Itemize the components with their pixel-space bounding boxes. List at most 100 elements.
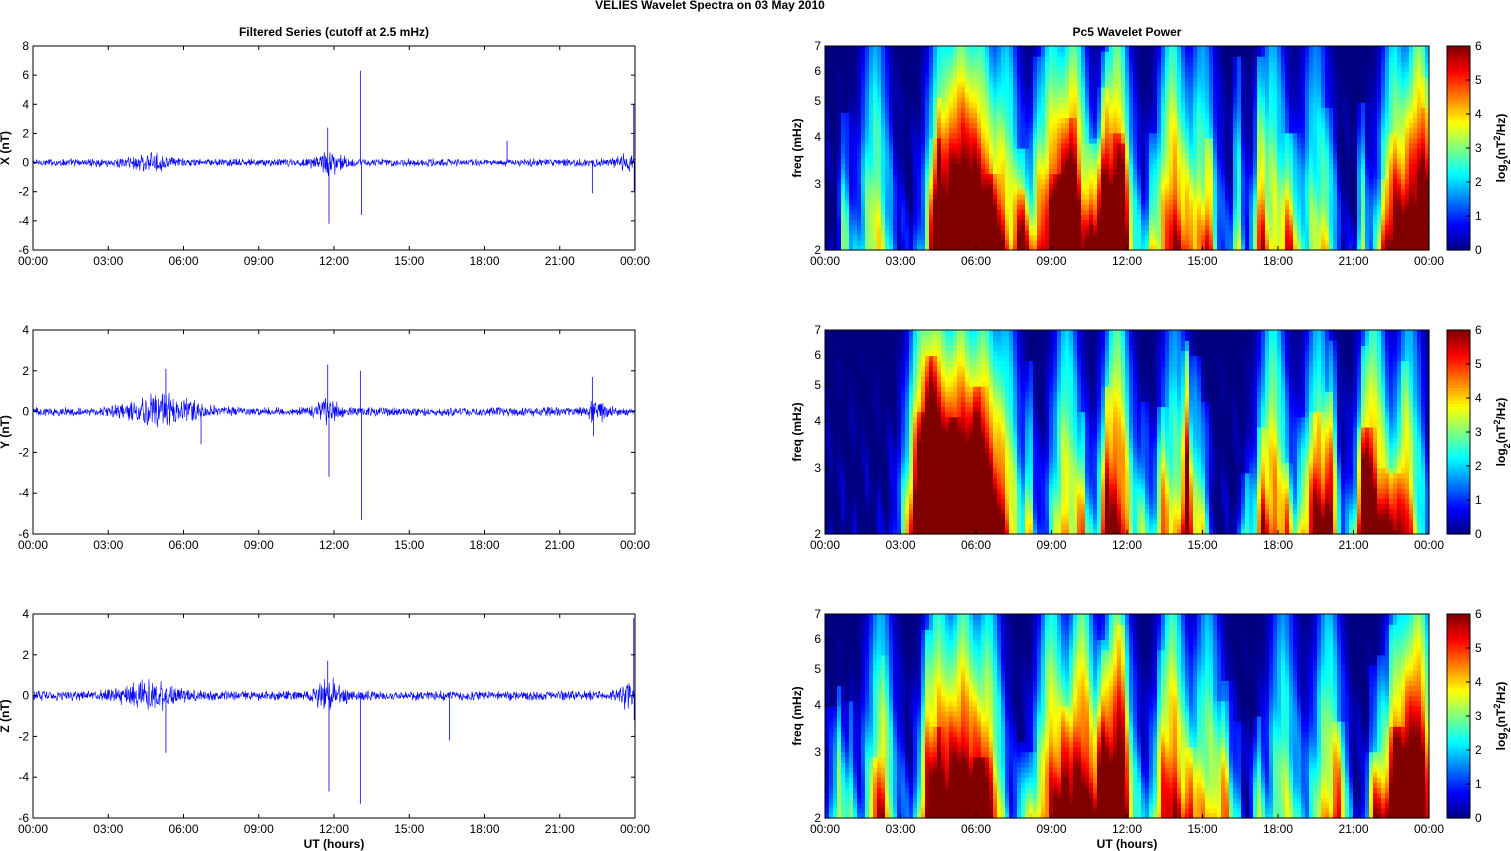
y-tick-label: -6 xyxy=(18,527,29,541)
x-tick-label: 21:00 xyxy=(1338,538,1368,552)
x-tick-label: 00:00 xyxy=(18,254,48,268)
x-axis-label: UT (hours) xyxy=(304,837,365,851)
colorbar-tick-label: 0 xyxy=(1475,527,1482,541)
y-tick-label: 2 xyxy=(814,527,821,541)
x-tick-label: 12:00 xyxy=(319,822,349,836)
y-tick-label: 2 xyxy=(22,126,29,140)
x-tick-label: 03:00 xyxy=(93,538,123,552)
y-tick-label: 7 xyxy=(814,39,821,53)
colorbar: 0 1 2 3 4 5 6 log2(nT2/Hz) xyxy=(1446,39,1511,257)
heatmap-cells xyxy=(825,614,1430,819)
series-line xyxy=(33,392,635,428)
y-tick-label: 3 xyxy=(814,745,821,759)
y-tick-label: -4 xyxy=(18,486,29,500)
series-line xyxy=(33,152,635,177)
x-tick-label: 18:00 xyxy=(469,538,499,552)
series-line xyxy=(33,677,635,711)
colorbar-tick-label: 4 xyxy=(1475,675,1482,689)
y-axis-label: freq (mHz) xyxy=(790,118,804,177)
x-tick-label: 00:00 xyxy=(810,254,840,268)
x-tick-label: 12:00 xyxy=(1112,822,1142,836)
x-tick-label: 21:00 xyxy=(1338,822,1368,836)
colorbar-label: log2(nT2/Hz) xyxy=(1492,682,1511,751)
x-axis-label: UT (hours) xyxy=(1097,837,1158,851)
colorbar-tick-label: 1 xyxy=(1475,777,1482,791)
x-tick-label: 09:00 xyxy=(1036,254,1066,268)
y-tick-label: 4 xyxy=(814,414,821,428)
y-tick-label: 3 xyxy=(814,177,821,191)
y-tick-label: 8 xyxy=(22,39,29,53)
x-tick-label: 09:00 xyxy=(1036,822,1066,836)
y-tick-label: 6 xyxy=(814,348,821,362)
colorbar-tick-label: 0 xyxy=(1475,811,1482,825)
y-tick-label: 5 xyxy=(814,94,821,108)
y-tick-label: 4 xyxy=(22,607,29,621)
y-tick-label: -4 xyxy=(18,770,29,784)
colorbar-tick-label: 6 xyxy=(1475,39,1482,53)
y-tick-label: 5 xyxy=(814,662,821,676)
y-tick-label: 4 xyxy=(22,97,29,111)
colorbar-label: log2(nT2/Hz) xyxy=(1492,398,1511,467)
x-tick-label: 06:00 xyxy=(168,254,198,268)
colorbar-tick-label: 3 xyxy=(1475,141,1482,155)
y-tick-label: 6 xyxy=(814,632,821,646)
x-tick-label: 00:00 xyxy=(18,822,48,836)
x-tick-label: 03:00 xyxy=(93,822,123,836)
x-tick-label: 03:00 xyxy=(885,538,915,552)
x-tick-label: 00:00 xyxy=(810,538,840,552)
x-tick-label: 03:00 xyxy=(885,254,915,268)
panel-3: -6 -4 -2 0 2 4 00:00 03:00 06:00 09:00 12:00 15:00 1… xyxy=(0,323,650,552)
heatmap-cells xyxy=(825,46,1430,251)
y-tick-label: -6 xyxy=(18,243,29,257)
x-tick-label: 09:00 xyxy=(244,254,274,268)
y-tick-label: 7 xyxy=(814,323,821,337)
y-tick-label: 6 xyxy=(22,68,29,82)
x-tick-label: 00:00 xyxy=(620,822,650,836)
x-tick-label: 12:00 xyxy=(319,254,349,268)
y-tick-label: -2 xyxy=(18,445,29,459)
colorbar-tick-label: 0 xyxy=(1475,243,1482,257)
heatmap-cells xyxy=(825,330,1430,535)
y-tick-label: 2 xyxy=(814,243,821,257)
panel-title: Filtered Series (cutoff at 2.5 mHz) xyxy=(239,25,429,39)
x-tick-label: 18:00 xyxy=(469,254,499,268)
panel-4: 2 3 4 5 6 7 0 1 2 3 4 5 6 log2(nT2/Hz) 00:00 03:00 06:00… xyxy=(790,323,1511,552)
figure-title: VELIES Wavelet Spectra on 03 May 2010 xyxy=(595,0,825,12)
x-tick-label: 15:00 xyxy=(394,538,424,552)
y-axis-label: Z (nT) xyxy=(0,699,12,732)
x-tick-label: 09:00 xyxy=(1036,538,1066,552)
y-tick-label: -2 xyxy=(18,185,29,199)
colorbar-label: log2(nT2/Hz) xyxy=(1492,114,1511,183)
y-tick-label: 6 xyxy=(814,64,821,78)
x-tick-label: 00:00 xyxy=(1414,254,1444,268)
colorbar-tick-label: 5 xyxy=(1475,641,1482,655)
colorbar-tick-label: 3 xyxy=(1475,425,1482,439)
colorbar-tick-label: 4 xyxy=(1475,107,1482,121)
y-tick-label: 4 xyxy=(814,130,821,144)
x-tick-label: 06:00 xyxy=(961,822,991,836)
x-tick-label: 15:00 xyxy=(1187,822,1217,836)
x-tick-label: 03:00 xyxy=(93,254,123,268)
x-tick-label: 15:00 xyxy=(394,254,424,268)
colorbar: 0 1 2 3 4 5 6 log2(nT2/Hz) xyxy=(1446,607,1511,825)
colorbar-tick-label: 3 xyxy=(1475,709,1482,723)
x-tick-label: 21:00 xyxy=(1338,254,1368,268)
x-tick-label: 15:00 xyxy=(394,822,424,836)
y-tick-label: 2 xyxy=(814,811,821,825)
y-tick-label: 2 xyxy=(22,648,29,662)
x-tick-label: 09:00 xyxy=(244,822,274,836)
y-tick-label: -2 xyxy=(18,729,29,743)
x-tick-label: 21:00 xyxy=(545,822,575,836)
y-tick-label: 0 xyxy=(22,405,29,419)
plot-frame xyxy=(32,613,636,819)
colorbar: 0 1 2 3 4 5 6 log2(nT2/Hz) xyxy=(1446,323,1511,541)
colorbar-tick-label: 6 xyxy=(1475,323,1482,337)
x-tick-label: 18:00 xyxy=(1263,538,1293,552)
x-tick-label: 00:00 xyxy=(18,538,48,552)
y-tick-label: -6 xyxy=(18,811,29,825)
colorbar-tick-label: 5 xyxy=(1475,357,1482,371)
x-tick-label: 06:00 xyxy=(961,254,991,268)
x-tick-label: 00:00 xyxy=(1414,538,1444,552)
x-tick-label: 15:00 xyxy=(1187,254,1217,268)
